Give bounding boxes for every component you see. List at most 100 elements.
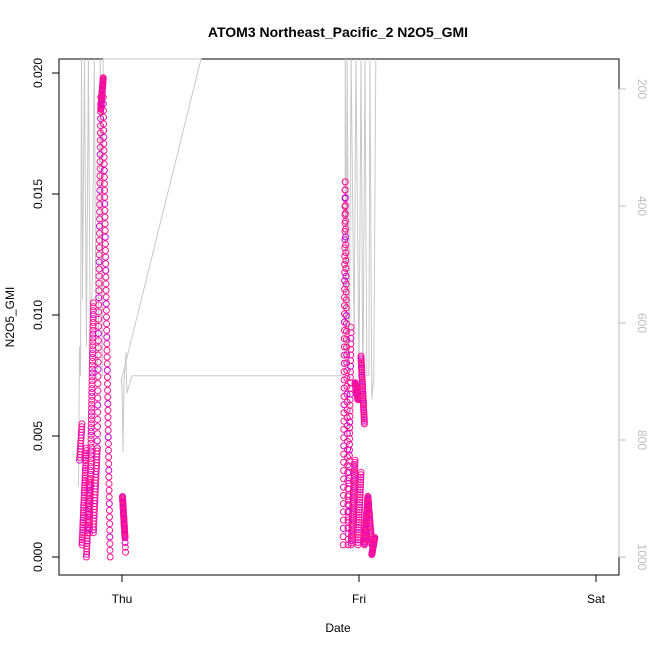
- data-point: [342, 280, 350, 288]
- data-point: [106, 520, 114, 528]
- data-point: [341, 260, 349, 268]
- data-point: [105, 486, 113, 494]
- data-point: [104, 426, 112, 434]
- data-point: [89, 334, 97, 342]
- data-point: [104, 433, 112, 441]
- data-point: [99, 93, 107, 101]
- data-point: [94, 416, 102, 423]
- data-point: [371, 534, 379, 542]
- data-point: [94, 394, 102, 402]
- data-point: [95, 272, 103, 280]
- data-point: [86, 509, 94, 517]
- data-point: [94, 337, 102, 345]
- data-point: [82, 447, 90, 455]
- data-point: [86, 521, 93, 529]
- data-point: [102, 267, 110, 274]
- data-point: [82, 454, 90, 462]
- data-point: [356, 491, 364, 499]
- data-point: [350, 482, 358, 490]
- data-point: [94, 423, 101, 431]
- data-point: [94, 373, 102, 380]
- data-point: [103, 313, 110, 321]
- data-point: [93, 447, 101, 455]
- data-point: [94, 358, 102, 366]
- data-point: [341, 209, 349, 217]
- data-point: [106, 526, 114, 534]
- data-point: [347, 323, 355, 331]
- data-point: [104, 393, 112, 401]
- data-point: [348, 524, 356, 531]
- data-point: [96, 172, 104, 180]
- data-point: [83, 537, 91, 545]
- data-point: [103, 353, 111, 361]
- right-tick-label: 200: [635, 79, 649, 99]
- data-point: [349, 498, 357, 505]
- data-point: [355, 521, 363, 529]
- data-point: [341, 194, 349, 202]
- data-point: [356, 483, 364, 491]
- data-point: [100, 140, 108, 148]
- data-point: [348, 517, 356, 525]
- data-point: [341, 244, 349, 252]
- data-point: [82, 452, 90, 459]
- x-axis: Thu Fri Sat: [112, 574, 606, 606]
- x-tick-label: Thu: [112, 592, 133, 606]
- data-point: [350, 476, 358, 484]
- data-point: [100, 167, 108, 174]
- data-point: [95, 322, 102, 330]
- data-point: [103, 340, 111, 348]
- data-point: [105, 460, 113, 468]
- data-point: [122, 548, 129, 556]
- data-point: [106, 540, 114, 548]
- data-point: [89, 326, 97, 334]
- data-point: [95, 258, 103, 266]
- data-point: [340, 318, 348, 326]
- data-point: [106, 533, 114, 541]
- data-point: [343, 390, 351, 398]
- data-point: [100, 153, 108, 161]
- data-point: [105, 493, 113, 501]
- chart-title: ATOM3 Northeast_Pacific_2 N2O5_GMI: [208, 24, 468, 40]
- data-point: [343, 359, 351, 367]
- data-point: [96, 165, 104, 173]
- data-point: [348, 530, 356, 538]
- data-point: [101, 233, 109, 241]
- data-point: [86, 502, 94, 509]
- data-point: [101, 180, 108, 188]
- data-point: [347, 534, 355, 542]
- data-point: [94, 365, 102, 373]
- data-point: [351, 467, 358, 475]
- data-point: [95, 301, 103, 309]
- data-point: [342, 249, 350, 257]
- data-point: [101, 240, 109, 248]
- y-tick-label: 0.000: [31, 542, 45, 572]
- data-point: [95, 244, 103, 252]
- data-point: [339, 524, 347, 532]
- data-point: [96, 158, 104, 166]
- data-point: [355, 518, 363, 526]
- data-point: [87, 439, 95, 447]
- data-point: [101, 207, 109, 214]
- data-point: [342, 272, 350, 280]
- data-point: [105, 453, 113, 461]
- data-point: [104, 413, 112, 421]
- data-point: [89, 311, 97, 319]
- data-point: [344, 500, 352, 508]
- y-axis-label: N2O5_GMI: [3, 287, 17, 348]
- data-point: [101, 193, 109, 201]
- x-axis-label: Date: [325, 621, 351, 635]
- data-point: [95, 287, 103, 295]
- data-point: [88, 385, 96, 393]
- data-point: [81, 466, 89, 474]
- data-point: [356, 501, 364, 509]
- data-point: [349, 502, 357, 510]
- data-point: [95, 251, 103, 259]
- data-point: [100, 147, 108, 154]
- data-point: [341, 277, 349, 285]
- data-point: [102, 247, 109, 254]
- data-point: [100, 113, 107, 121]
- data-point: [351, 465, 359, 473]
- y-tick-label: 0.020: [31, 58, 45, 88]
- data-point: [99, 107, 107, 114]
